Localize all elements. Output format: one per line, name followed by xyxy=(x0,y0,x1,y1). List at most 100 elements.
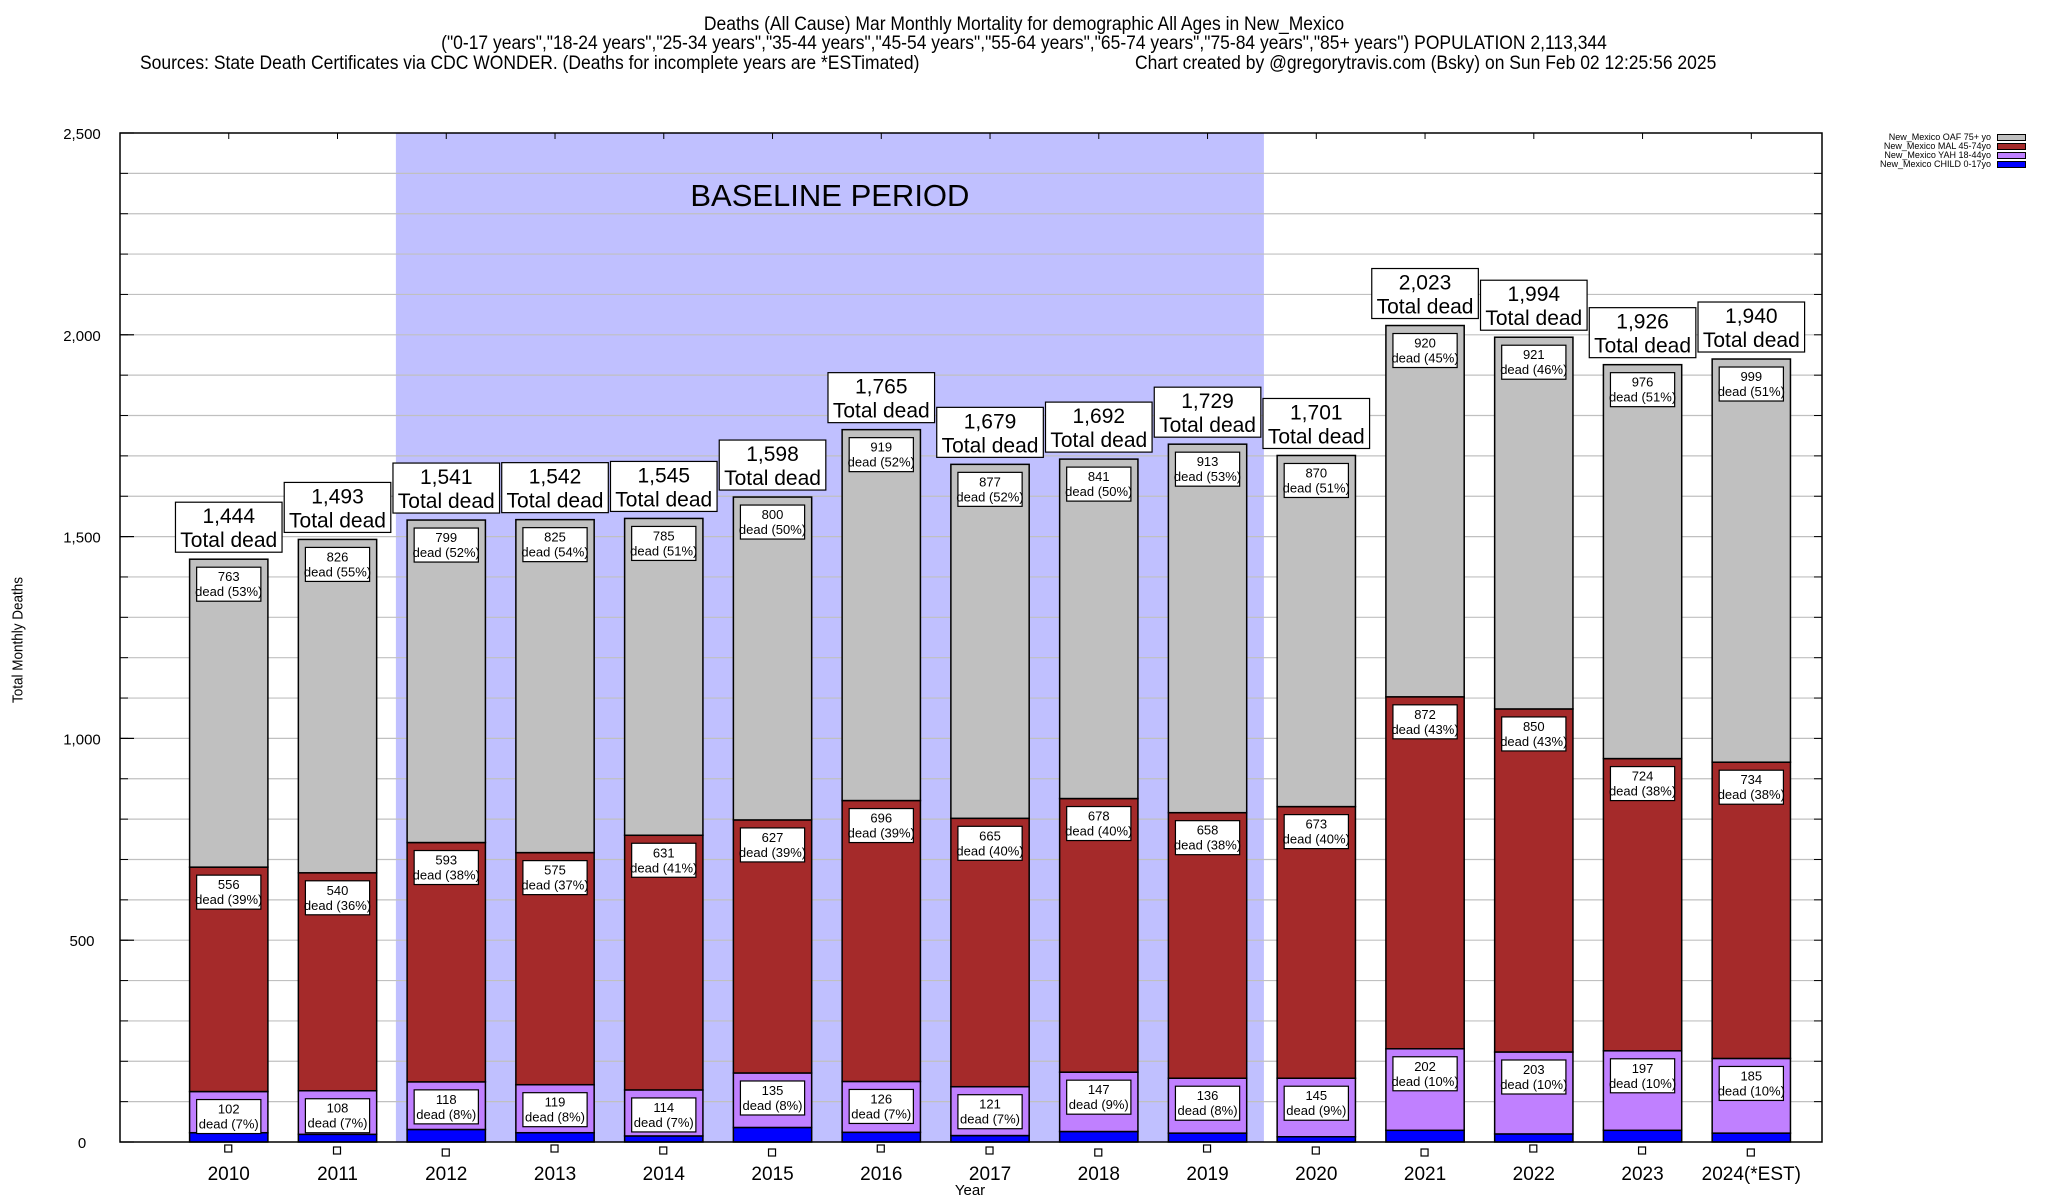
legend-swatch-oaf xyxy=(1997,134,2027,141)
legend-item-oaf: New_Mexico OAF 75+ yo xyxy=(1880,132,2027,142)
segment-label-box xyxy=(957,825,1023,861)
segment-value-label: 145 xyxy=(1305,1088,1327,1103)
total-suffix-label: Total dead xyxy=(1377,296,1474,319)
total-suffix-label: Total dead xyxy=(1050,429,1147,452)
total-label-box xyxy=(501,462,609,514)
legend-swatch-yah xyxy=(1997,152,2027,159)
segment-value-label: 631 xyxy=(653,845,675,860)
child-marker xyxy=(767,1148,777,1157)
segment-percent-label: dead (10%) xyxy=(1500,1077,1567,1092)
segment-percent-label: dead (52%) xyxy=(848,455,915,470)
segment-label-box xyxy=(413,1089,479,1125)
segment-percent-label: dead (38%) xyxy=(1609,784,1676,799)
segment-value-label: 826 xyxy=(327,549,349,564)
segment-value-label: 185 xyxy=(1740,1068,1762,1083)
bar-segment-oaf xyxy=(406,519,487,844)
segment-label-box xyxy=(196,566,262,602)
bar-segment-child xyxy=(1058,1130,1139,1143)
segment-value-label: 203 xyxy=(1523,1062,1545,1077)
total-value-label: 1,542 xyxy=(529,466,582,489)
legend: New_Mexico OAF 75+ yo New_Mexico MAL 45-… xyxy=(1880,132,2027,169)
bar-segment-child xyxy=(1711,1132,1792,1143)
segment-value-label: 870 xyxy=(1305,465,1327,480)
total-suffix-label: Total dead xyxy=(724,467,821,490)
segment-label-box xyxy=(196,874,262,910)
total-suffix-label: Total dead xyxy=(180,529,277,552)
segment-percent-label: dead (43%) xyxy=(1500,734,1567,749)
total-value-label: 1,729 xyxy=(1181,390,1234,413)
segment-label-box xyxy=(739,1080,806,1116)
child-marker xyxy=(659,1146,668,1155)
total-label-box xyxy=(936,406,1044,458)
segment-value-label: 919 xyxy=(870,440,892,455)
bar-segment-mal xyxy=(1493,708,1574,1053)
legend-swatch-child xyxy=(1997,161,2027,168)
total-label-box xyxy=(1153,386,1262,438)
segment-value-label: 799 xyxy=(435,530,457,545)
segment-label-box xyxy=(1392,704,1458,740)
segment-percent-label: dead (38%) xyxy=(1174,838,1241,853)
bar-segment-child xyxy=(841,1131,922,1143)
total-label-box xyxy=(827,372,936,424)
segment-label-box xyxy=(1392,1056,1458,1092)
bar-segment-mal xyxy=(1167,811,1248,1079)
child-marker xyxy=(441,1148,450,1157)
y-tick-label: 500 xyxy=(69,933,94,950)
segment-percent-label: dead (53%) xyxy=(1174,469,1241,484)
segment-percent-label: dead (40%) xyxy=(956,843,1023,858)
segment-label-box xyxy=(957,471,1023,507)
segment-label-box xyxy=(1066,1079,1132,1115)
x-tick-label: 2012 xyxy=(425,1164,467,1185)
total-suffix-label: Total dead xyxy=(398,490,495,513)
child-marker xyxy=(876,1144,885,1153)
segment-label-box xyxy=(413,527,479,563)
segment-percent-label: dead (50%) xyxy=(739,522,806,537)
total-suffix-label: Total dead xyxy=(1268,425,1365,448)
bar-segment-mal xyxy=(1711,761,1792,1060)
segment-label-box xyxy=(1174,451,1241,487)
bar-segment-mal xyxy=(841,799,922,1083)
total-suffix-label: Total dead xyxy=(507,490,604,513)
segment-value-label: 877 xyxy=(979,474,1001,489)
segment-percent-label: dead (51%) xyxy=(1283,480,1350,495)
bar-segment-mal xyxy=(1602,757,1683,1052)
segment-value-label: 785 xyxy=(653,528,675,543)
segment-label-box xyxy=(1501,344,1567,380)
segment-label-box xyxy=(1718,366,1785,402)
segment-label-box xyxy=(1392,332,1458,369)
segment-label-box xyxy=(739,827,806,863)
y-tick-label: 2,500 xyxy=(63,126,101,143)
segment-label-box xyxy=(631,842,697,878)
bar-segment-oaf xyxy=(1602,363,1683,760)
segment-percent-label: dead (41%) xyxy=(630,860,697,875)
total-label-box xyxy=(718,439,827,491)
x-tick-label: 2021 xyxy=(1404,1164,1446,1185)
legend-label: New_Mexico MAL 45-74yo xyxy=(1883,141,1992,151)
bar-segment-oaf xyxy=(841,428,922,802)
segment-label-box xyxy=(304,880,371,916)
segment-label-box xyxy=(304,546,371,583)
segment-value-label: 102 xyxy=(218,1102,240,1117)
total-value-label: 1,679 xyxy=(964,410,1017,433)
y-tick-label: 0 xyxy=(78,1135,86,1152)
baseline-period-label: BASELINE PERIOD xyxy=(690,178,969,213)
total-label-box xyxy=(1588,307,1697,359)
segment-label-box xyxy=(1718,769,1785,805)
total-suffix-label: Total dead xyxy=(942,434,1039,457)
total-value-label: 1,493 xyxy=(311,485,364,508)
segment-label-box xyxy=(1609,765,1676,802)
child-marker xyxy=(1311,1146,1320,1155)
segment-value-label: 114 xyxy=(653,1100,674,1115)
child-marker xyxy=(550,1144,559,1153)
segment-label-box xyxy=(1283,814,1349,850)
segment-percent-label: dead (7%) xyxy=(960,1112,1020,1127)
bar-segment-child xyxy=(515,1131,595,1143)
segment-percent-label: dead (51%) xyxy=(630,543,697,558)
legend-label: New_Mexico OAF 75+ yo xyxy=(1888,132,1992,142)
total-suffix-label: Total dead xyxy=(1594,335,1691,358)
segment-value-label: 920 xyxy=(1414,336,1436,351)
total-value-label: 1,692 xyxy=(1073,405,1126,428)
segment-percent-label: dead (8%) xyxy=(1178,1103,1238,1118)
segment-label-box xyxy=(848,1088,914,1125)
segment-label-box xyxy=(1283,1085,1349,1121)
